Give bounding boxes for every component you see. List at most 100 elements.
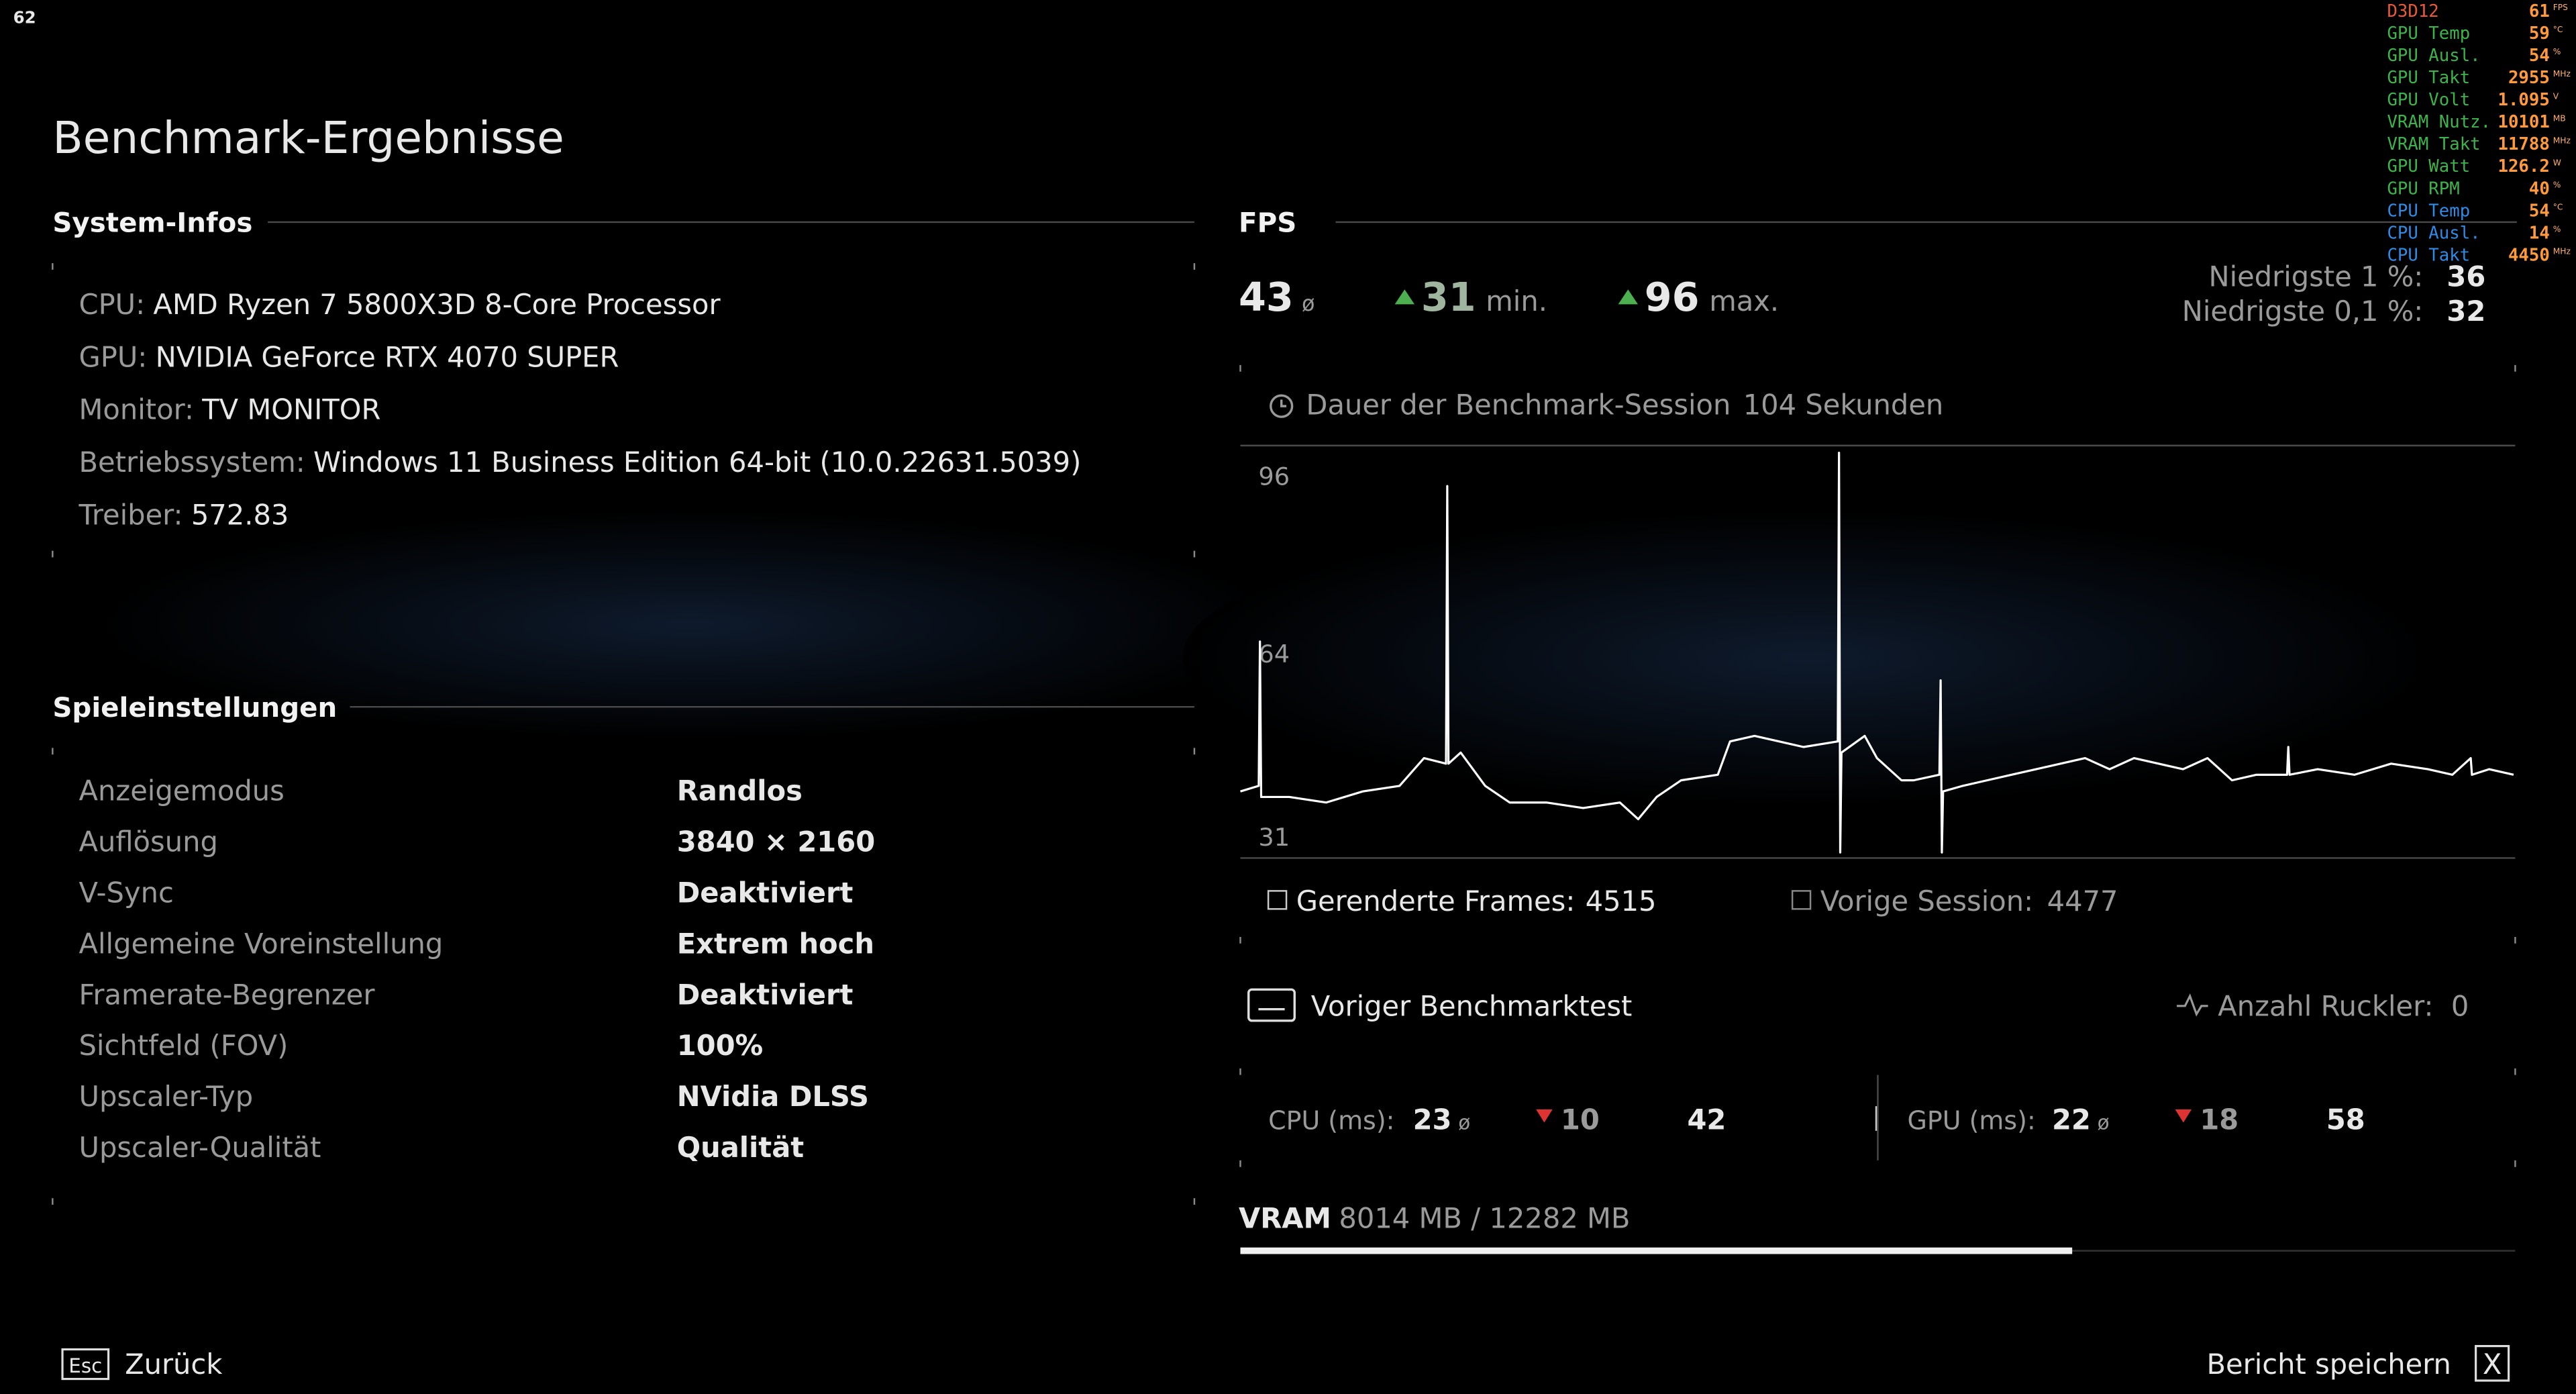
y-tick-label: 64 — [1258, 640, 1290, 668]
overlay-label: VRAM Takt — [2387, 134, 2480, 154]
overlay-value: 40 — [2529, 179, 2550, 199]
setting-value: Deaktiviert — [677, 877, 854, 909]
overlay-unit: °C — [2553, 203, 2563, 212]
setting-label: Upscaler-Typ — [79, 1080, 254, 1113]
info-label: Betriebssystem: — [79, 446, 305, 479]
info-value: AMD Ryzen 7 5800X3D 8-Core Processor — [153, 288, 721, 321]
low-1-value: 36 — [2446, 260, 2485, 293]
vram-label: VRAM — [1239, 1201, 1331, 1234]
overlay-value: 4450 — [2508, 245, 2550, 265]
vram-bar — [1240, 1247, 2073, 1254]
setting-label: V-Sync — [79, 877, 174, 909]
overlay-unit: °C — [2553, 25, 2563, 34]
overlay-value: 59 — [2529, 23, 2550, 44]
previous-test-button[interactable]: Voriger Benchmarktest — [1311, 989, 1633, 1022]
overlay-unit: V — [2553, 91, 2559, 101]
overlay-value: 54 — [2529, 46, 2550, 66]
overlay-label: GPU Ausl. — [2387, 46, 2480, 66]
low-1-label: Niedrigste 1 %: — [2208, 260, 2423, 293]
checkbox[interactable] — [1267, 890, 1288, 910]
info-row: Betriebssystem: Windows 11 Business Editi… — [79, 446, 1082, 479]
overlay-label: CPU Temp — [2387, 201, 2470, 221]
info-value: 572.83 — [191, 498, 289, 531]
info-value: Windows 11 Business Edition 64-bit (10.0… — [313, 446, 1081, 479]
section-heading: System-Infos — [52, 207, 252, 239]
setting-value: 3840 × 2160 — [677, 826, 875, 858]
previous-test-icon[interactable] — [1247, 988, 1296, 1022]
background-blur — [98, 509, 1282, 740]
overlay-unit: MB — [2553, 113, 2566, 123]
setting-value: NVidia DLSS — [677, 1080, 869, 1113]
overlay-unit: MHz — [2553, 69, 2571, 79]
overlay-value: 2955 — [2508, 68, 2550, 88]
overlay-unit: FPS — [2553, 3, 2568, 12]
overlay-value: 11788 — [2497, 134, 2549, 154]
up-arrow — [1618, 289, 1638, 305]
frametime-min: 10 — [1561, 1103, 1600, 1136]
info-value: TV MONITOR — [201, 393, 380, 426]
setting-value: Deaktiviert — [677, 978, 854, 1011]
info-value: NVIDIA GeForce RTX 4070 SUPER — [156, 340, 619, 373]
overlay-value: 14 — [2529, 223, 2550, 243]
overlay-value: 126.2 — [2497, 156, 2549, 177]
frametime-min: 18 — [2200, 1103, 2238, 1136]
overlay-label: GPU Temp — [2387, 23, 2470, 44]
setting-label: Framerate-Begrenzer — [79, 978, 376, 1011]
back-button[interactable]: Zurück — [125, 1348, 222, 1381]
down-arrow — [1536, 1109, 1553, 1123]
stutter-icon — [2177, 993, 2208, 1017]
key-hint — [61, 1348, 110, 1381]
background-blur — [1182, 509, 2432, 806]
overlay-value: 54 — [2529, 201, 2550, 221]
symbol: ø — [1458, 1111, 1470, 1134]
frametime-label: CPU (ms): — [1268, 1105, 1394, 1135]
vram-text: 8014 MB / 12282 MB — [1339, 1201, 1630, 1234]
rendered-value: 4515 — [1586, 885, 1657, 917]
setting-label: Upscaler-Qualität — [79, 1131, 321, 1164]
stutter-label: Anzahl Ruckler: — [2218, 989, 2433, 1022]
overlay-unit: % — [2553, 181, 2561, 190]
previous-label: Vorige Session: — [1820, 885, 2033, 917]
overlay-unit: % — [2553, 47, 2561, 56]
overlay-label: CPU Ausl. — [2387, 223, 2480, 243]
overlay-label: GPU Takt — [2387, 68, 2470, 88]
unit: min. — [1486, 285, 1547, 317]
key-label: X — [2483, 1348, 2502, 1381]
overlay-unit: MHz — [2553, 136, 2571, 145]
fps-average: 43 ø — [1239, 274, 1315, 320]
info-row: Treiber: 572.83 — [79, 498, 289, 531]
value: 31 — [1421, 274, 1476, 320]
up-arrow — [1394, 289, 1415, 305]
down-arrow — [2175, 1109, 2192, 1123]
stutter-value: 0 — [2451, 989, 2469, 1022]
overlay-label: GPU RPM — [2387, 179, 2459, 199]
setting-label: Allgemeine Voreinstellung — [79, 927, 444, 960]
value: 43 — [1239, 274, 1294, 320]
system-info-list: CPU: AMD Ryzen 7 5800X3D 8-Core Processor… — [79, 288, 1082, 531]
checkbox[interactable] — [1791, 890, 1812, 910]
frame-corners — [52, 263, 1196, 558]
overlay-value: 10101 — [2497, 112, 2549, 132]
frametime-avg: 22 ø — [2052, 1103, 2110, 1136]
value: 23 — [1413, 1103, 1452, 1136]
y-tick-label: 31 — [1258, 823, 1290, 852]
value: 22 — [2052, 1103, 2091, 1136]
low-01-label: Niedrigste 0,1 %: — [2182, 295, 2424, 328]
frametime-label: GPU (ms): — [1908, 1105, 2036, 1135]
overlay-value: 61 — [2529, 1, 2550, 21]
fps-max: 96 max. — [1645, 274, 1779, 320]
overlay-label: GPU Watt — [2387, 156, 2470, 177]
overlay-label: D3D12 — [2387, 1, 2438, 21]
overlay-value: 1.095 — [2497, 90, 2549, 110]
setting-label: Sichtfeld (FOV) — [79, 1029, 289, 1062]
frame-corners — [1239, 936, 2516, 944]
save-report-button[interactable]: Bericht speichern — [2206, 1348, 2451, 1381]
info-label: Treiber: — [79, 498, 183, 531]
info-label: CPU: — [79, 288, 146, 321]
rendered-label: Gerenderte Frames: — [1296, 885, 1576, 917]
fps-counter: 62 — [13, 8, 36, 28]
section-heading: Spieleinstellungen — [52, 692, 337, 724]
